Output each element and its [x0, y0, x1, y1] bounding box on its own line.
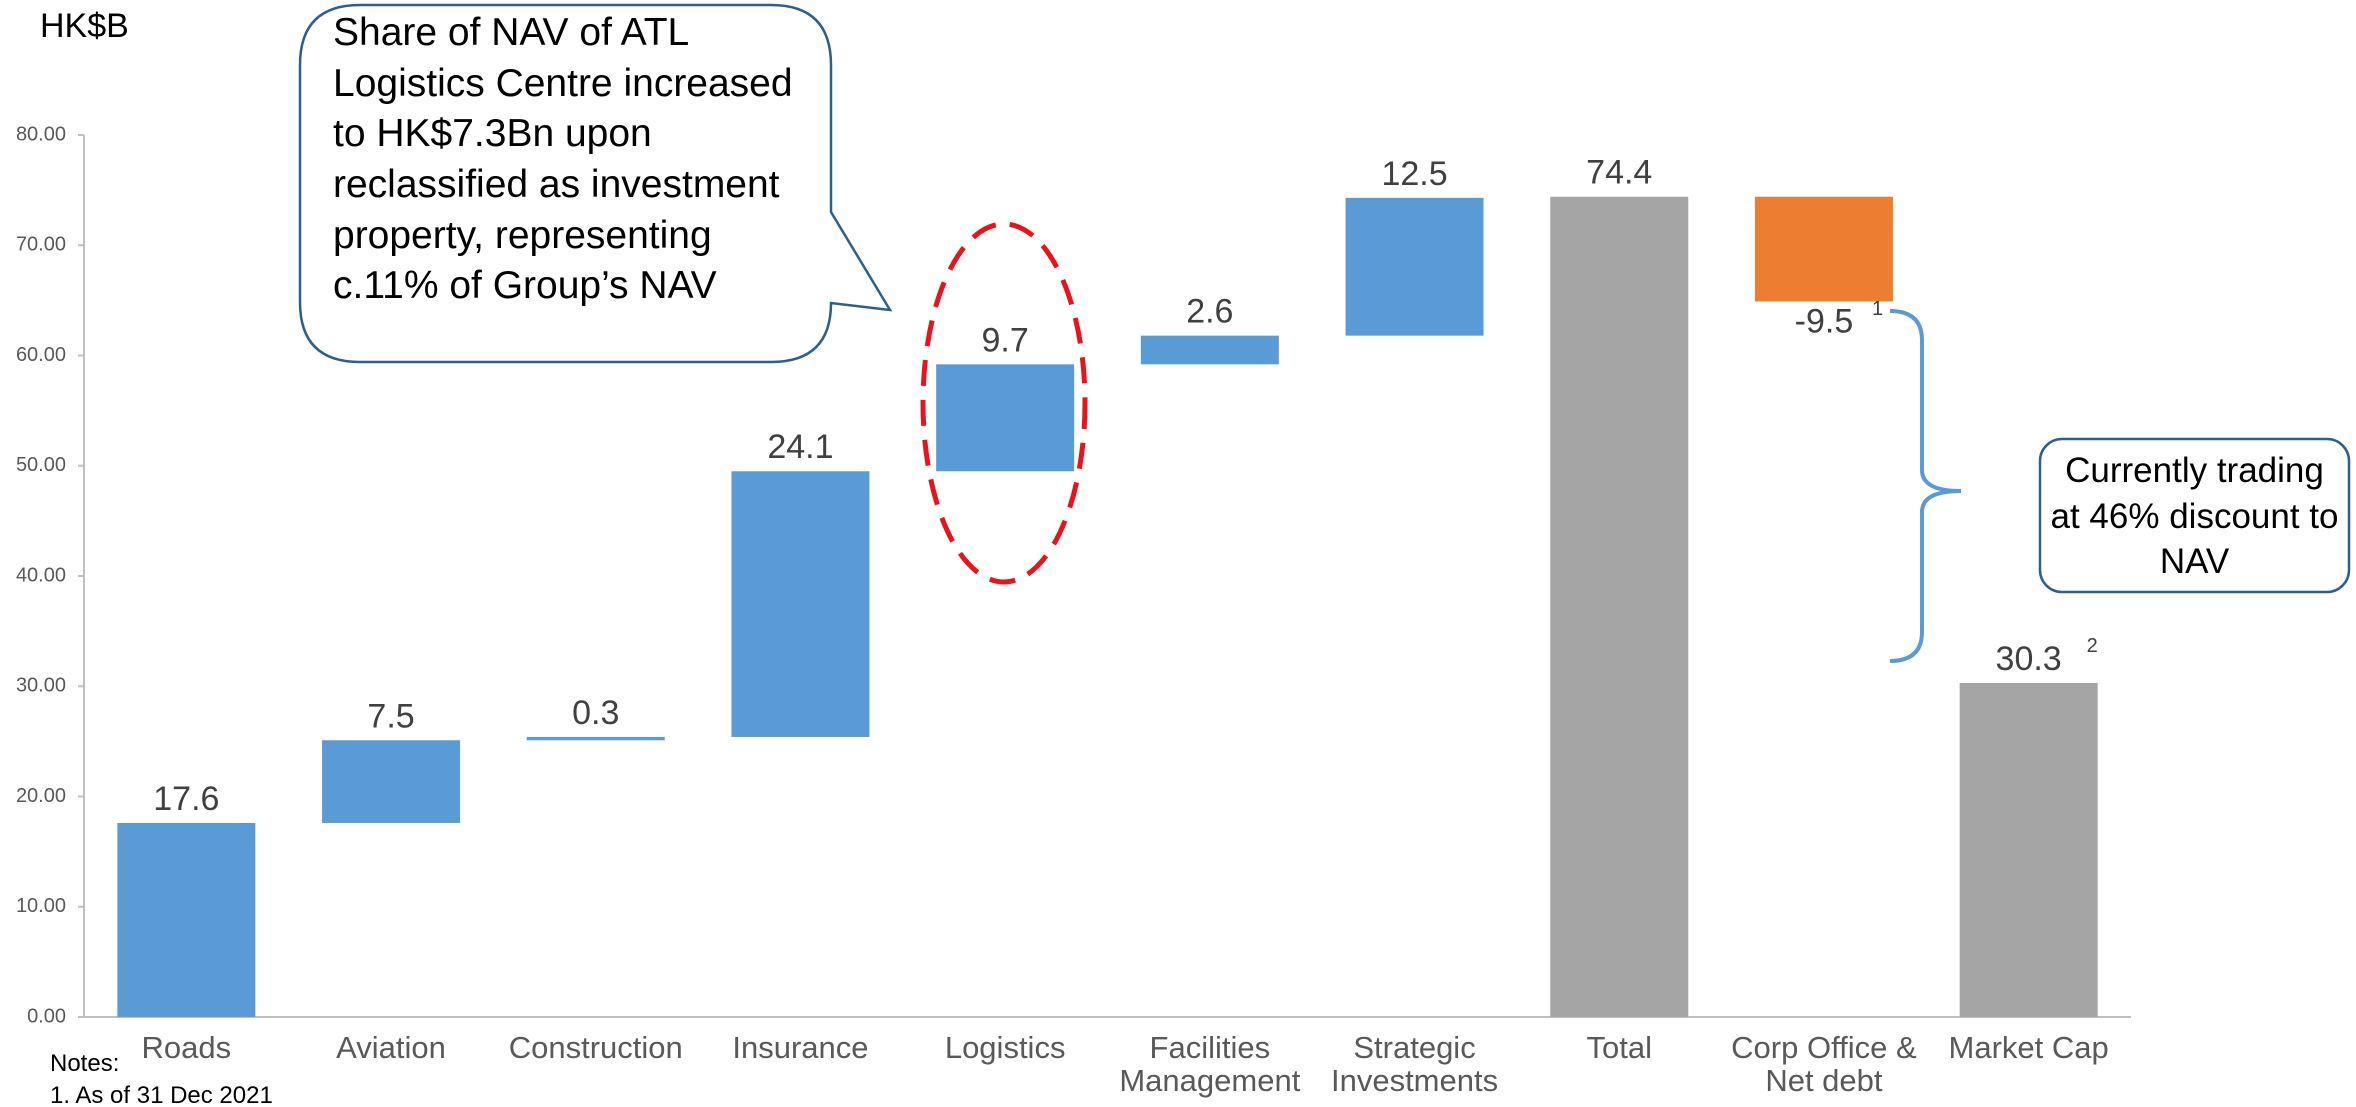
bar [526, 736, 665, 741]
value-label: 17.6 [153, 780, 219, 818]
x-tick-label: Market Cap [1948, 1030, 2109, 1065]
x-tick-label: Construction [508, 1030, 683, 1065]
value-label: 24.1 [767, 428, 833, 466]
callout-text: Share of NAV of ATL Logistics Centre inc… [333, 11, 793, 308]
x-tick-label: Logistics [944, 1030, 1066, 1065]
footnote-mark: 2 [2087, 635, 2098, 657]
x-tick-label: Strategic Investments [1330, 1030, 1499, 1099]
bar [322, 740, 461, 823]
discount-box [2038, 437, 2351, 594]
bar [1140, 335, 1279, 365]
discount-text: Currently trading at 46% discount to NAV [2050, 451, 2339, 581]
value-label: 9.7 [982, 321, 1029, 359]
bar [936, 364, 1075, 472]
y-tick-label: 10.00 [16, 895, 66, 917]
value-label: 12.5 [1381, 155, 1447, 193]
value-label: 30.3 [1996, 640, 2062, 678]
y-tick-label: 30.00 [16, 675, 66, 697]
highlight-ellipse [920, 221, 1088, 585]
value-label: 2.6 [1186, 293, 1233, 331]
x-tick-label: Roads [141, 1030, 232, 1065]
x-tick-label: Insurance [732, 1030, 869, 1065]
x-tick-label: Total [1586, 1030, 1652, 1065]
unit-label: HK$B [40, 7, 129, 45]
y-tick-label: 70.00 [16, 234, 66, 256]
y-tick-label: 80.00 [16, 123, 66, 145]
x-tick-label: Aviation [336, 1030, 446, 1065]
bar [1754, 196, 1893, 302]
note: 1. As of 31 Dec 2021 [50, 1082, 273, 1107]
callout-bubble [298, 3, 893, 364]
bar [117, 822, 256, 1017]
value-label: 0.3 [572, 694, 619, 732]
y-tick-label: 60.00 [16, 344, 66, 366]
y-tick-label: 20.00 [16, 785, 66, 807]
x-tick-label: Facilities Management [1119, 1030, 1301, 1099]
bar [1550, 196, 1689, 1018]
value-label: -9.5 [1795, 302, 1854, 340]
bar [1345, 197, 1484, 336]
y-tick-label: 40.00 [16, 564, 66, 586]
y-tick-label: 50.00 [16, 454, 66, 476]
bar [731, 471, 870, 737]
brace [1889, 309, 1962, 663]
notes-title: Notes: [50, 1050, 120, 1077]
x-tick-label: Corp Office & Net debt [1731, 1030, 1917, 1099]
value-label: 74.4 [1586, 154, 1652, 192]
footnote-mark: 1 [1872, 298, 1883, 320]
value-label: 7.5 [367, 697, 414, 735]
y-tick-label: 0.00 [27, 1005, 66, 1027]
bar [1959, 682, 2098, 1017]
